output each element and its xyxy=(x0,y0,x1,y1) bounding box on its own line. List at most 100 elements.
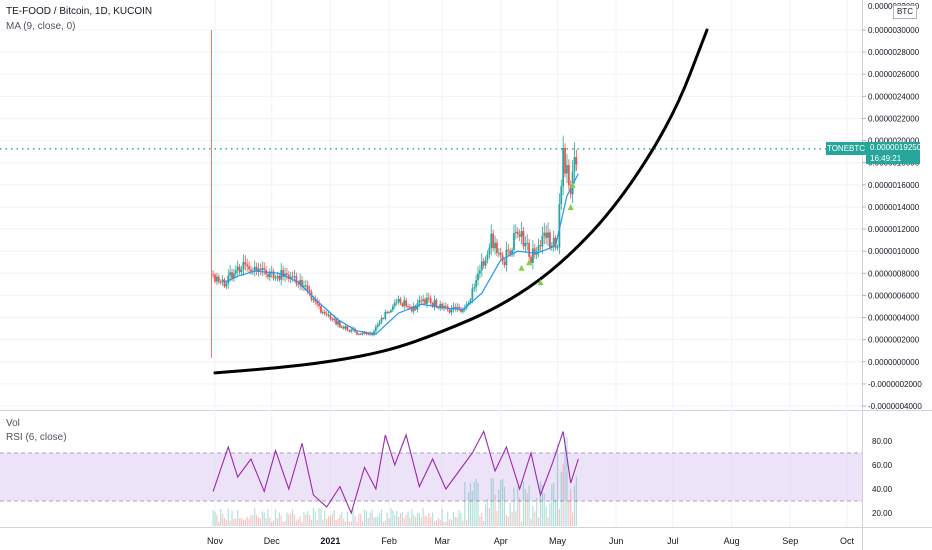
volume-bar xyxy=(449,519,451,526)
candle-body xyxy=(215,276,218,282)
volume-bar xyxy=(388,518,390,526)
volume-bar xyxy=(496,511,498,526)
candle-body xyxy=(509,250,512,255)
candle-body xyxy=(267,274,269,278)
candle-body xyxy=(441,303,443,309)
candle-body xyxy=(346,326,349,331)
candle-body xyxy=(552,237,555,246)
candle-body xyxy=(369,333,372,335)
candle-body xyxy=(312,299,315,301)
signal-marker xyxy=(569,181,576,188)
candle-body xyxy=(274,277,277,279)
candle-body xyxy=(486,254,489,260)
volume-bar xyxy=(341,512,343,526)
volume-bar xyxy=(534,511,536,526)
candle-body xyxy=(405,300,408,307)
candle-body xyxy=(253,266,256,272)
candle-body xyxy=(560,186,563,205)
candle-body xyxy=(225,283,228,287)
volume-bar xyxy=(273,520,275,526)
y-tick-label: 0.0000030000 xyxy=(868,26,920,35)
candle-body xyxy=(427,297,430,299)
volume-bar xyxy=(520,521,523,526)
volume-bar xyxy=(573,485,576,526)
candle-body xyxy=(537,245,540,252)
y-tick-label: 0.0000022000 xyxy=(868,114,920,123)
candle-body xyxy=(329,314,332,320)
candle-body xyxy=(518,234,521,237)
volume-bar xyxy=(333,510,335,526)
candle-body xyxy=(490,233,493,249)
candle-body xyxy=(356,331,358,335)
volume-bar xyxy=(293,514,296,526)
volume-bar xyxy=(225,520,227,526)
volume-bar xyxy=(519,497,521,526)
volume-bar xyxy=(392,510,394,526)
candle-body xyxy=(217,276,220,282)
candle-body xyxy=(361,332,364,335)
candle-body xyxy=(424,299,426,304)
x-tick-label: Dec xyxy=(264,536,281,546)
volume-bar xyxy=(517,485,519,526)
candle-body xyxy=(255,266,258,272)
volume-bar xyxy=(568,501,570,526)
volume-bar xyxy=(413,514,415,526)
candle-body xyxy=(528,242,531,257)
volume-label[interactable]: Vol xyxy=(6,418,20,429)
volume-bar xyxy=(537,517,540,526)
candle-body xyxy=(407,306,409,308)
volume-bar xyxy=(299,516,301,526)
volume-bar xyxy=(326,519,328,526)
candle-body xyxy=(429,298,432,303)
candle-body xyxy=(397,298,400,302)
volume-bar xyxy=(331,513,333,526)
candle-body xyxy=(531,248,534,263)
rsi-line xyxy=(212,429,579,515)
volume-bar xyxy=(414,517,417,526)
volume-bar xyxy=(367,517,369,526)
candle-body xyxy=(363,332,366,334)
volume-bar xyxy=(324,510,326,526)
volume-bar xyxy=(428,513,430,526)
rsi-indicator-label[interactable]: RSI (6, close) xyxy=(6,432,67,443)
candle-body xyxy=(533,248,536,255)
volume-bar xyxy=(441,509,443,526)
candle-body xyxy=(524,243,527,247)
candle-body xyxy=(236,266,239,271)
volume-bar xyxy=(371,509,373,526)
volume-bar xyxy=(439,519,441,526)
x-tick-label: May xyxy=(549,536,567,546)
volume-bar xyxy=(405,515,407,526)
volume-bar xyxy=(560,471,562,526)
currency-button[interactable]: BTC xyxy=(893,5,917,19)
volume-bar xyxy=(469,482,472,526)
candle-body xyxy=(268,273,271,278)
ma-indicator-label[interactable]: MA (9, close, 0) xyxy=(6,21,76,32)
volume-bar xyxy=(462,520,464,526)
candle-body xyxy=(374,326,377,332)
volume-bar xyxy=(445,521,447,526)
volume-bar xyxy=(348,521,350,526)
volume-bar xyxy=(242,519,244,526)
y-tick-label: 0.0000026000 xyxy=(868,70,920,79)
volume-bar xyxy=(237,510,239,526)
volume-bar xyxy=(254,508,256,526)
volume-bar xyxy=(301,521,303,526)
volume-bar xyxy=(543,493,545,526)
candle-body xyxy=(564,147,566,174)
volume-bar xyxy=(547,517,549,526)
volume-bar xyxy=(244,519,246,526)
signal-marker xyxy=(526,259,533,266)
volume-bar xyxy=(322,519,324,526)
candle-body xyxy=(293,276,296,278)
y-tick-label: 0.0000024000 xyxy=(868,92,920,101)
y-tick-label: 0.0000008000 xyxy=(868,269,920,278)
volume-bar xyxy=(318,508,320,526)
volume-bar xyxy=(420,517,422,526)
candle-body xyxy=(244,262,247,265)
volume-bar xyxy=(363,509,366,526)
x-tick-label: 2021 xyxy=(320,536,340,546)
volume-bar xyxy=(259,518,262,526)
candle-body xyxy=(367,333,370,335)
volume-bar xyxy=(539,481,542,526)
